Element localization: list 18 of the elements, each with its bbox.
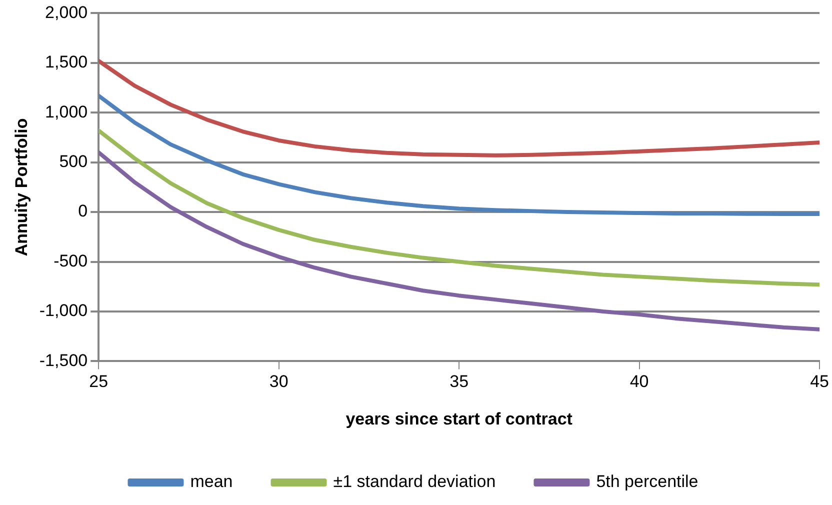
y-tick-label: 500 — [59, 152, 88, 172]
y-tick-label: 1,000 — [45, 102, 88, 122]
x-tick-label: 35 — [450, 372, 469, 392]
x-tick-label: 30 — [269, 372, 288, 392]
x-tick-label: 45 — [810, 372, 830, 392]
y-axis-title: Annuity Portfolio — [12, 118, 31, 256]
legend-label: 5th percentile — [596, 472, 698, 492]
y-tick-label: 1,500 — [45, 52, 88, 72]
x-tick-label: 40 — [630, 372, 649, 392]
y-tick-label: -500 — [54, 251, 88, 270]
y-tick-label: 2,000 — [45, 2, 88, 22]
legend-label: ±1 standard deviation — [333, 472, 496, 492]
y-tick-label: -1,000 — [39, 301, 88, 320]
legend-label: mean — [190, 472, 233, 492]
x-axis-title: years since start of contract — [346, 409, 573, 428]
x-tick-label: 25 — [89, 372, 108, 392]
y-tick-label: -1,500 — [39, 350, 88, 370]
y-tick-label: 0 — [78, 202, 88, 221]
